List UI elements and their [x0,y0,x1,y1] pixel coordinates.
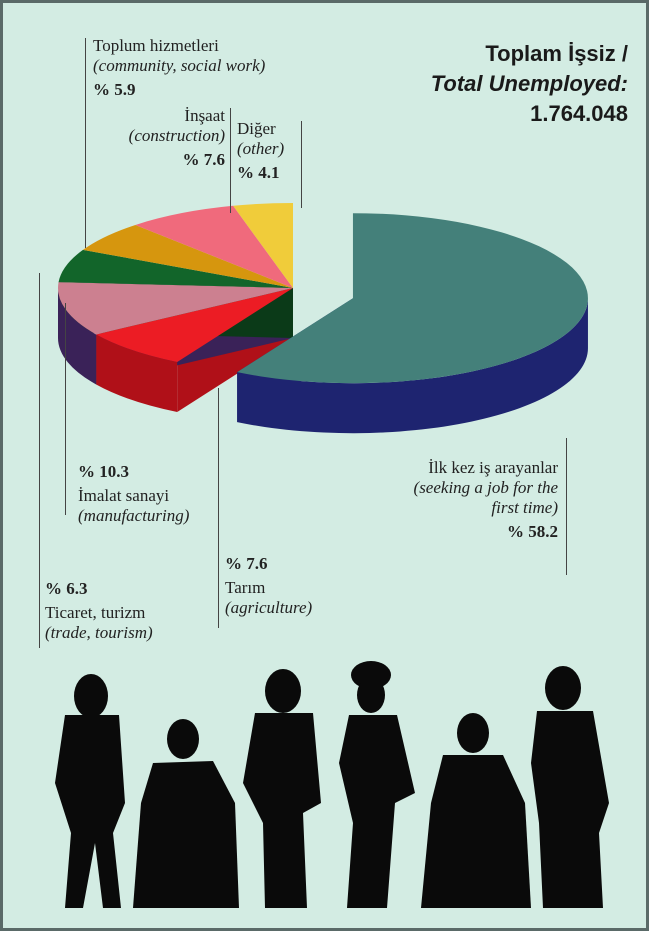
leader-line [301,121,302,208]
chart [55,203,609,908]
pie [57,203,588,434]
pie-slice [135,205,293,288]
leader-line [566,438,567,575]
chart-title: Toplam İşsiz / [485,41,628,66]
slice-label: % 6.3 Ticaret, turizm (trade, tourism) [45,575,215,643]
category-label: İlk kez iş arayanlar [428,458,558,477]
slice-label: % 7.6 Tarım (agriculture) [225,550,355,618]
value-label: % 10.3 [78,462,129,481]
pie-group [237,213,588,434]
category-label: Toplum hizmetleri [93,36,219,55]
slice-side [237,298,588,434]
leader-line [85,38,86,248]
slice-side [96,334,178,412]
slice-label: Diğer (other) % 4.1 [237,119,302,187]
chart-subtitle: Total Unemployed: [430,71,628,96]
category-translation: (manufacturing) [78,506,190,525]
slice-label: İnşaat (construction) % 7.6 [95,106,225,174]
pie-slice [82,224,293,288]
category-label: Diğer [237,119,276,138]
leader-line [218,388,219,628]
slice-label: Toplum hizmetleri (community, social work… [93,36,273,104]
value-label: % 5.9 [93,80,136,99]
category-translation: (trade, tourism) [45,623,153,642]
slice-label: % 10.3 İmalat sanayi (manufacturing) [78,458,228,526]
pie-slice [58,249,293,288]
pie-slice [237,213,588,384]
value-label: % 7.6 [225,554,268,573]
value-label: % 6.3 [45,579,88,598]
category-label: İnşaat [184,106,225,125]
category-label: Tarım [225,578,266,597]
leader-line [39,273,40,648]
silhouettes [55,661,609,908]
category-label: İmalat sanayi [78,486,170,505]
pie-slice [96,288,293,362]
pie-slice [57,282,293,335]
pie-group [57,203,293,412]
category-label: Ticaret, turizm [45,603,146,622]
category-translation: (other) [237,139,285,158]
leader-line [230,108,231,213]
value-label: % 58.2 [507,522,558,541]
category-translation: (construction) [128,126,225,145]
category-translation: (agriculture) [225,598,313,617]
slice-label: İlk kez iş arayanlar (seeking a job for t… [398,458,558,546]
leader-line [65,303,66,515]
pie-slice [233,203,293,288]
category-translation: (community, social work) [93,56,266,75]
title-block: Toplam İşsiz / Total Unemployed: 1.764.0… [431,39,628,129]
value-label: % 7.6 [182,150,226,169]
slice-side [58,288,97,385]
total-value: 1.764.048 [530,101,628,126]
category-translation: (seeking a job for the first time) [413,478,558,517]
value-label: % 4.1 [237,163,280,182]
